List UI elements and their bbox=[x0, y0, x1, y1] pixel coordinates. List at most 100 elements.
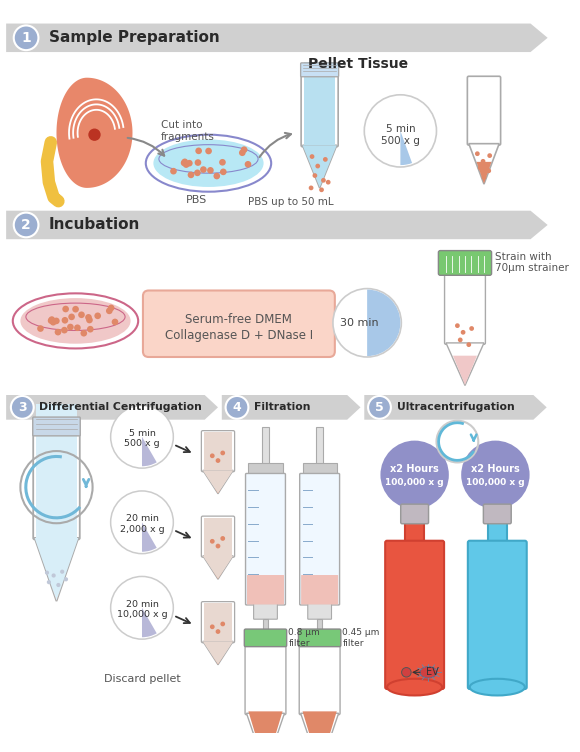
FancyBboxPatch shape bbox=[438, 250, 492, 275]
Circle shape bbox=[11, 396, 34, 419]
Polygon shape bbox=[303, 711, 337, 752]
Text: Differential Centrifugation: Differential Centrifugation bbox=[39, 402, 202, 412]
Circle shape bbox=[220, 536, 225, 541]
Circle shape bbox=[74, 324, 81, 331]
Bar bbox=[262, 427, 269, 472]
Circle shape bbox=[183, 161, 190, 168]
Polygon shape bbox=[213, 572, 223, 579]
FancyBboxPatch shape bbox=[300, 474, 339, 605]
FancyBboxPatch shape bbox=[299, 644, 340, 714]
Polygon shape bbox=[35, 538, 78, 601]
Circle shape bbox=[182, 159, 188, 165]
Circle shape bbox=[245, 161, 251, 168]
Circle shape bbox=[220, 622, 225, 626]
Polygon shape bbox=[6, 395, 218, 420]
Polygon shape bbox=[248, 711, 282, 752]
Polygon shape bbox=[6, 23, 548, 52]
Ellipse shape bbox=[420, 666, 437, 678]
Circle shape bbox=[88, 129, 101, 141]
Circle shape bbox=[95, 313, 101, 319]
Polygon shape bbox=[246, 713, 284, 752]
Circle shape bbox=[461, 330, 466, 335]
Polygon shape bbox=[203, 641, 233, 665]
FancyBboxPatch shape bbox=[244, 629, 287, 647]
Text: 0.8 µm
filter: 0.8 µm filter bbox=[288, 628, 320, 647]
Wedge shape bbox=[142, 608, 157, 637]
FancyBboxPatch shape bbox=[301, 74, 338, 147]
Text: Serum-free DMEM: Serum-free DMEM bbox=[186, 313, 292, 326]
Circle shape bbox=[469, 326, 474, 331]
Circle shape bbox=[55, 329, 61, 335]
Text: Pellet Tissue: Pellet Tissue bbox=[307, 57, 408, 71]
Circle shape bbox=[487, 168, 491, 173]
Circle shape bbox=[52, 574, 56, 578]
Polygon shape bbox=[212, 654, 224, 664]
Text: 3: 3 bbox=[18, 401, 27, 414]
Circle shape bbox=[195, 147, 202, 154]
Circle shape bbox=[210, 539, 215, 544]
Text: 1: 1 bbox=[21, 31, 31, 45]
Circle shape bbox=[316, 164, 320, 168]
Circle shape bbox=[106, 308, 113, 314]
Circle shape bbox=[170, 168, 177, 174]
Circle shape bbox=[194, 169, 201, 176]
Circle shape bbox=[321, 178, 326, 183]
FancyBboxPatch shape bbox=[245, 474, 285, 605]
Bar bbox=[304, 62, 335, 145]
Text: 100,000 x g: 100,000 x g bbox=[466, 478, 525, 487]
Circle shape bbox=[81, 330, 87, 337]
Circle shape bbox=[108, 305, 114, 311]
Circle shape bbox=[475, 151, 480, 156]
Polygon shape bbox=[364, 395, 547, 420]
Circle shape bbox=[226, 396, 248, 419]
Circle shape bbox=[61, 317, 68, 323]
Circle shape bbox=[481, 159, 485, 164]
Ellipse shape bbox=[13, 293, 138, 348]
Circle shape bbox=[48, 317, 55, 324]
Ellipse shape bbox=[20, 298, 130, 344]
Circle shape bbox=[181, 159, 187, 166]
Polygon shape bbox=[6, 211, 548, 239]
Polygon shape bbox=[203, 556, 233, 579]
Circle shape bbox=[481, 175, 487, 180]
Text: Incubation: Incubation bbox=[49, 217, 140, 232]
Text: 5: 5 bbox=[375, 401, 384, 414]
Circle shape bbox=[466, 342, 471, 347]
Polygon shape bbox=[446, 343, 484, 386]
Polygon shape bbox=[453, 356, 477, 385]
Circle shape bbox=[111, 577, 173, 639]
Text: Collagenase D + DNase I: Collagenase D + DNase I bbox=[165, 329, 313, 341]
Circle shape bbox=[86, 317, 93, 323]
Text: Discard pellet: Discard pellet bbox=[104, 674, 180, 684]
Circle shape bbox=[61, 327, 68, 333]
Circle shape bbox=[210, 624, 215, 629]
Circle shape bbox=[461, 441, 530, 509]
Bar bbox=[316, 427, 323, 472]
Bar bbox=[317, 619, 322, 630]
Circle shape bbox=[50, 319, 56, 326]
Bar bbox=[405, 520, 425, 543]
Circle shape bbox=[111, 405, 173, 468]
Circle shape bbox=[333, 289, 401, 357]
Text: Cut into
fragments: Cut into fragments bbox=[161, 120, 215, 141]
Text: Strain with
70µm strainer: Strain with 70µm strainer bbox=[495, 252, 569, 273]
Polygon shape bbox=[300, 713, 339, 752]
FancyBboxPatch shape bbox=[143, 290, 335, 357]
Ellipse shape bbox=[470, 679, 525, 696]
Text: 2: 2 bbox=[21, 218, 31, 232]
Circle shape bbox=[111, 491, 173, 553]
FancyBboxPatch shape bbox=[468, 541, 527, 689]
Circle shape bbox=[455, 323, 460, 328]
Polygon shape bbox=[203, 556, 233, 579]
Circle shape bbox=[49, 317, 55, 323]
Ellipse shape bbox=[387, 679, 442, 696]
Text: 20 min
2,000 x g: 20 min 2,000 x g bbox=[119, 514, 164, 534]
Bar bbox=[263, 619, 268, 630]
Polygon shape bbox=[222, 395, 361, 420]
Circle shape bbox=[380, 441, 449, 509]
Text: Sample Preparation: Sample Preparation bbox=[49, 30, 220, 45]
Circle shape bbox=[220, 450, 225, 455]
FancyBboxPatch shape bbox=[299, 629, 341, 647]
Text: 0.45 µm
filter: 0.45 µm filter bbox=[342, 628, 380, 647]
FancyBboxPatch shape bbox=[247, 575, 284, 605]
